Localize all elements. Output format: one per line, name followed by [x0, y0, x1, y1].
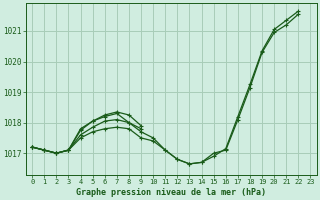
X-axis label: Graphe pression niveau de la mer (hPa): Graphe pression niveau de la mer (hPa)	[76, 188, 266, 197]
